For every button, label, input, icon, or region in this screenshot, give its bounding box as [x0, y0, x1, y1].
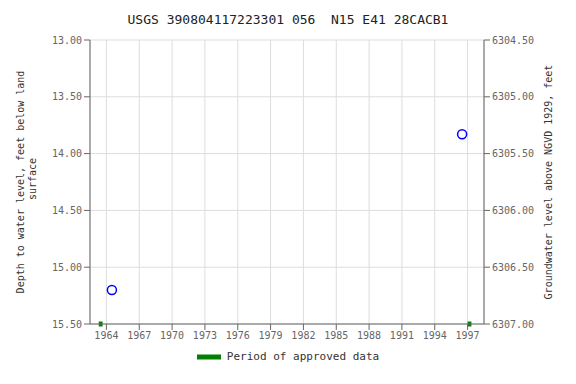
svg-text:1979: 1979 [259, 330, 283, 341]
svg-text:6305.00: 6305.00 [492, 91, 534, 102]
svg-text:1976: 1976 [226, 330, 250, 341]
svg-text:6307.00: 6307.00 [492, 319, 534, 330]
svg-text:Groundwater level above NGVD 1: Groundwater level above NGVD 1929, feet [543, 65, 554, 300]
svg-text:13.00: 13.00 [52, 35, 82, 46]
svg-text:1994: 1994 [423, 330, 447, 341]
svg-text:1973: 1973 [193, 330, 217, 341]
svg-text:6306.50: 6306.50 [492, 262, 534, 273]
svg-text:1967: 1967 [127, 330, 151, 341]
svg-text:13.50: 13.50 [52, 91, 82, 102]
html-text:USGS 390804117223301 056 N15 E: USGS 390804117223301 056 N15 E41 28CACB1 [127, 12, 449, 27]
svg-text:15.00: 15.00 [52, 262, 82, 273]
svg-text:6305.50: 6305.50 [492, 148, 534, 159]
svg-text:1982: 1982 [291, 330, 315, 341]
svg-text:Depth to water level, feet bel: Depth to water level, feet below land su… [15, 71, 38, 294]
html-text:Period of approved data: Period of approved data [226, 350, 380, 363]
svg-text:14.50: 14.50 [52, 205, 82, 216]
svg-text:14.00: 14.00 [52, 148, 82, 159]
svg-text:6304.50: 6304.50 [492, 35, 534, 46]
svg-text:1988: 1988 [357, 330, 381, 341]
svg-text:1997: 1997 [456, 330, 480, 341]
svg-text:1964: 1964 [94, 330, 118, 341]
svg-text:1991: 1991 [390, 330, 414, 341]
svg-text:1970: 1970 [160, 330, 184, 341]
svg-text:15.50: 15.50 [52, 319, 82, 330]
svg-text:1985: 1985 [324, 330, 348, 341]
svg-text:6306.00: 6306.00 [492, 205, 534, 216]
